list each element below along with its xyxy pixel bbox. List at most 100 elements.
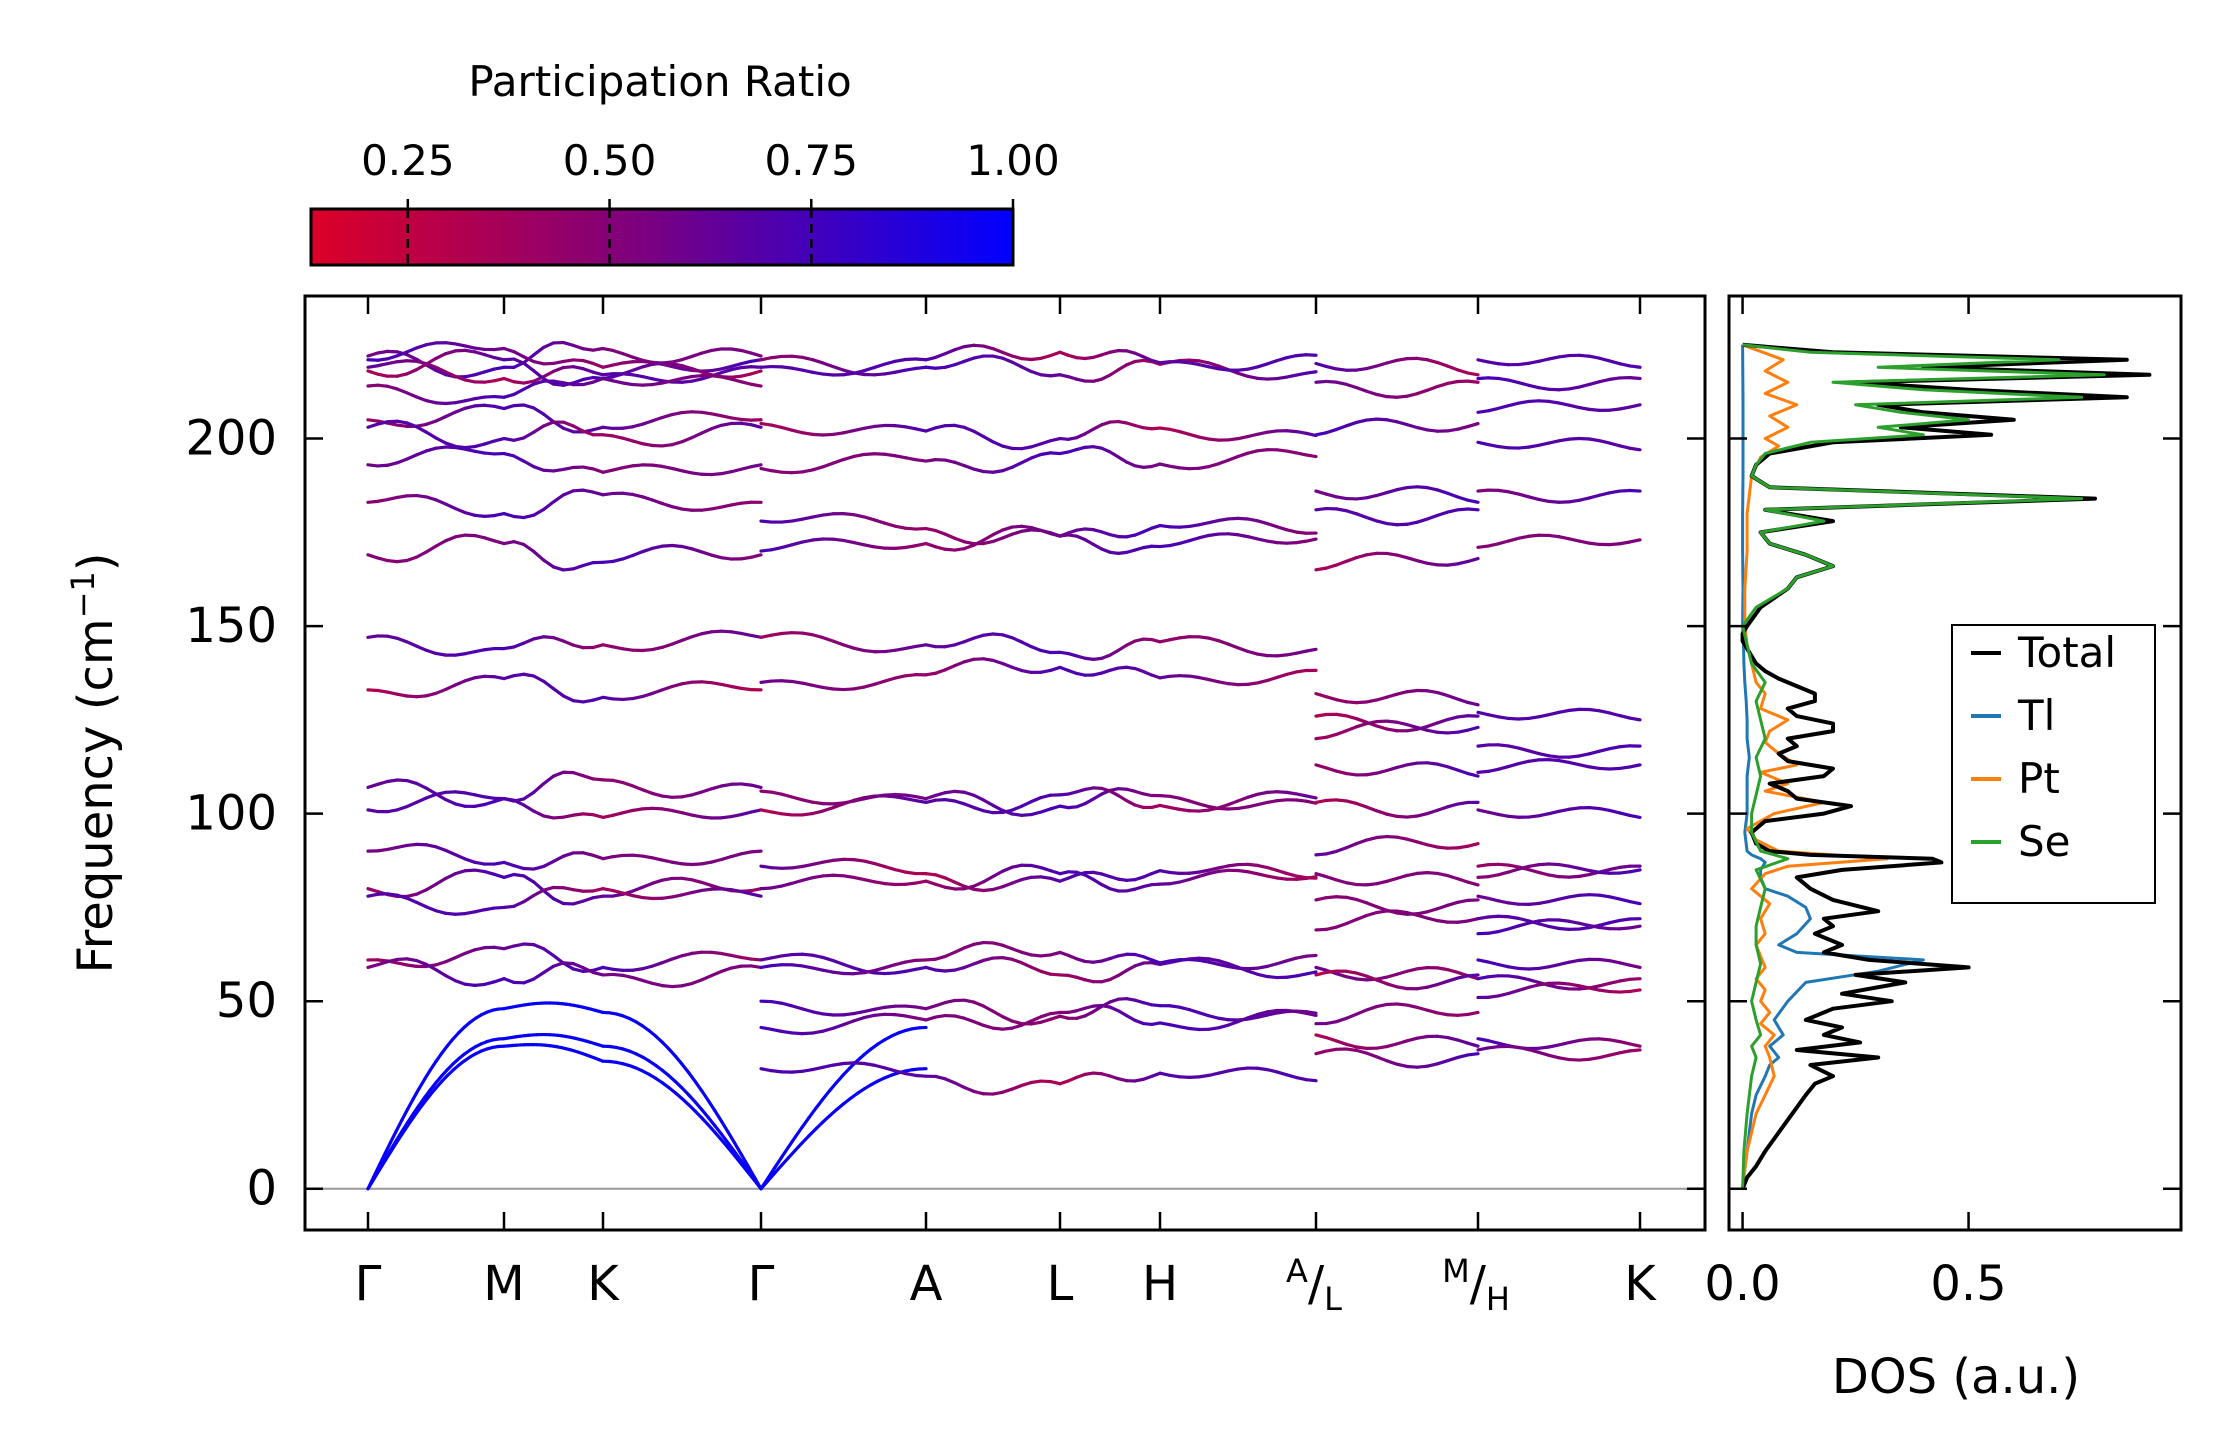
band-segment: [424, 430, 438, 440]
band-segment: [972, 538, 986, 547]
band-segment: [1039, 451, 1053, 457]
band-segment: [492, 511, 506, 518]
band-segment: [1527, 495, 1541, 502]
band-segment: [1476, 958, 1490, 964]
band-segment: [1246, 1012, 1260, 1020]
band-segment: [680, 410, 694, 415]
band-segment: [719, 470, 733, 476]
band-segment: [1314, 965, 1328, 972]
band-segment: [810, 465, 825, 472]
band-segment: [700, 815, 714, 820]
band-segment: [482, 439, 496, 446]
band-segment: [424, 792, 438, 800]
band-segment: [650, 415, 664, 423]
band-segment: [962, 543, 976, 551]
band-segment: [759, 421, 773, 427]
band-segment: [1547, 962, 1561, 969]
band-segment: [532, 674, 546, 683]
band-segment: [385, 384, 399, 391]
band-segment: [1516, 966, 1531, 971]
band-segment: [473, 350, 487, 357]
band-segment: [395, 423, 409, 428]
band-segment: [1486, 930, 1500, 935]
band-segment: [532, 880, 546, 893]
band-segment: [1375, 361, 1389, 368]
band-segment: [463, 444, 477, 450]
band-segment: [759, 364, 773, 369]
band-segment: [1354, 897, 1369, 905]
band-segment: [473, 982, 487, 987]
band-segment: [1608, 918, 1622, 925]
band-segment: [581, 375, 595, 382]
band-segment: [1365, 719, 1379, 726]
band-segment: [1265, 974, 1279, 980]
band-segment: [680, 544, 694, 551]
band-segment: [1265, 799, 1279, 805]
band-segment: [810, 800, 825, 806]
band-segment: [713, 1124, 724, 1136]
band-segment: [972, 467, 986, 474]
band-segment: [414, 550, 428, 559]
band-segment: [601, 972, 615, 977]
band-segment: [972, 793, 986, 802]
band-segment: [492, 394, 506, 399]
band-segment: [1029, 810, 1043, 817]
band-segment: [1446, 900, 1460, 907]
band-segment: [786, 1135, 797, 1149]
band-segment: [541, 885, 556, 892]
band-segment: [1020, 524, 1033, 530]
band-segment: [710, 553, 724, 560]
band-segment: [405, 896, 419, 904]
band-segment: [611, 434, 625, 440]
band-segment: [953, 1081, 966, 1090]
band-segment: [376, 847, 390, 853]
band-y-tick-label: 200: [185, 411, 277, 467]
band-segment: [828, 1080, 839, 1093]
band-segment: [680, 981, 694, 988]
band-segment: [650, 544, 664, 550]
band-segment: [719, 782, 733, 788]
band-segment: [800, 681, 815, 687]
band-segment: [1415, 871, 1429, 875]
band-segment: [962, 343, 976, 349]
band-segment: [962, 464, 976, 471]
band-segment: [1527, 383, 1541, 390]
band-segment: [713, 1109, 724, 1123]
band-segment: [1456, 424, 1470, 431]
band-segment: [1344, 556, 1359, 563]
band-segment: [406, 1115, 415, 1128]
band-segment: [591, 894, 605, 900]
band-segment: [1375, 1002, 1389, 1009]
band-segment: [1226, 516, 1240, 521]
band-segment: [943, 950, 957, 959]
band-segment: [749, 358, 763, 363]
band-segment: [1547, 439, 1561, 445]
band-segment: [395, 957, 409, 962]
band-segment: [1425, 358, 1440, 365]
band-segment: [611, 645, 625, 651]
band-segment: [1425, 428, 1440, 433]
band-segment: [502, 451, 516, 458]
band-segment: [1029, 645, 1043, 653]
band-segment: [872, 518, 887, 525]
band-segment: [933, 968, 947, 973]
band-segment: [611, 466, 625, 472]
band-segment: [1516, 759, 1531, 766]
band-segment: [700, 680, 714, 685]
band-segment: [502, 797, 516, 802]
band-segment: [1207, 365, 1221, 371]
band-segment: [1158, 523, 1172, 529]
band-segment: [385, 690, 399, 696]
band-segment: [1537, 751, 1551, 758]
band-segment: [1294, 792, 1308, 798]
band-segment: [1446, 874, 1460, 881]
dos-x-axis-label: DOS (a.u.): [1832, 1349, 2080, 1405]
band-segment: [512, 387, 526, 397]
band-segment: [1486, 542, 1500, 548]
band-segment: [1557, 981, 1571, 986]
band-segment: [670, 860, 684, 866]
band-segment: [710, 367, 724, 373]
band-segment: [1577, 436, 1591, 441]
band-segment: [769, 354, 784, 360]
band-segment: [1618, 864, 1632, 869]
